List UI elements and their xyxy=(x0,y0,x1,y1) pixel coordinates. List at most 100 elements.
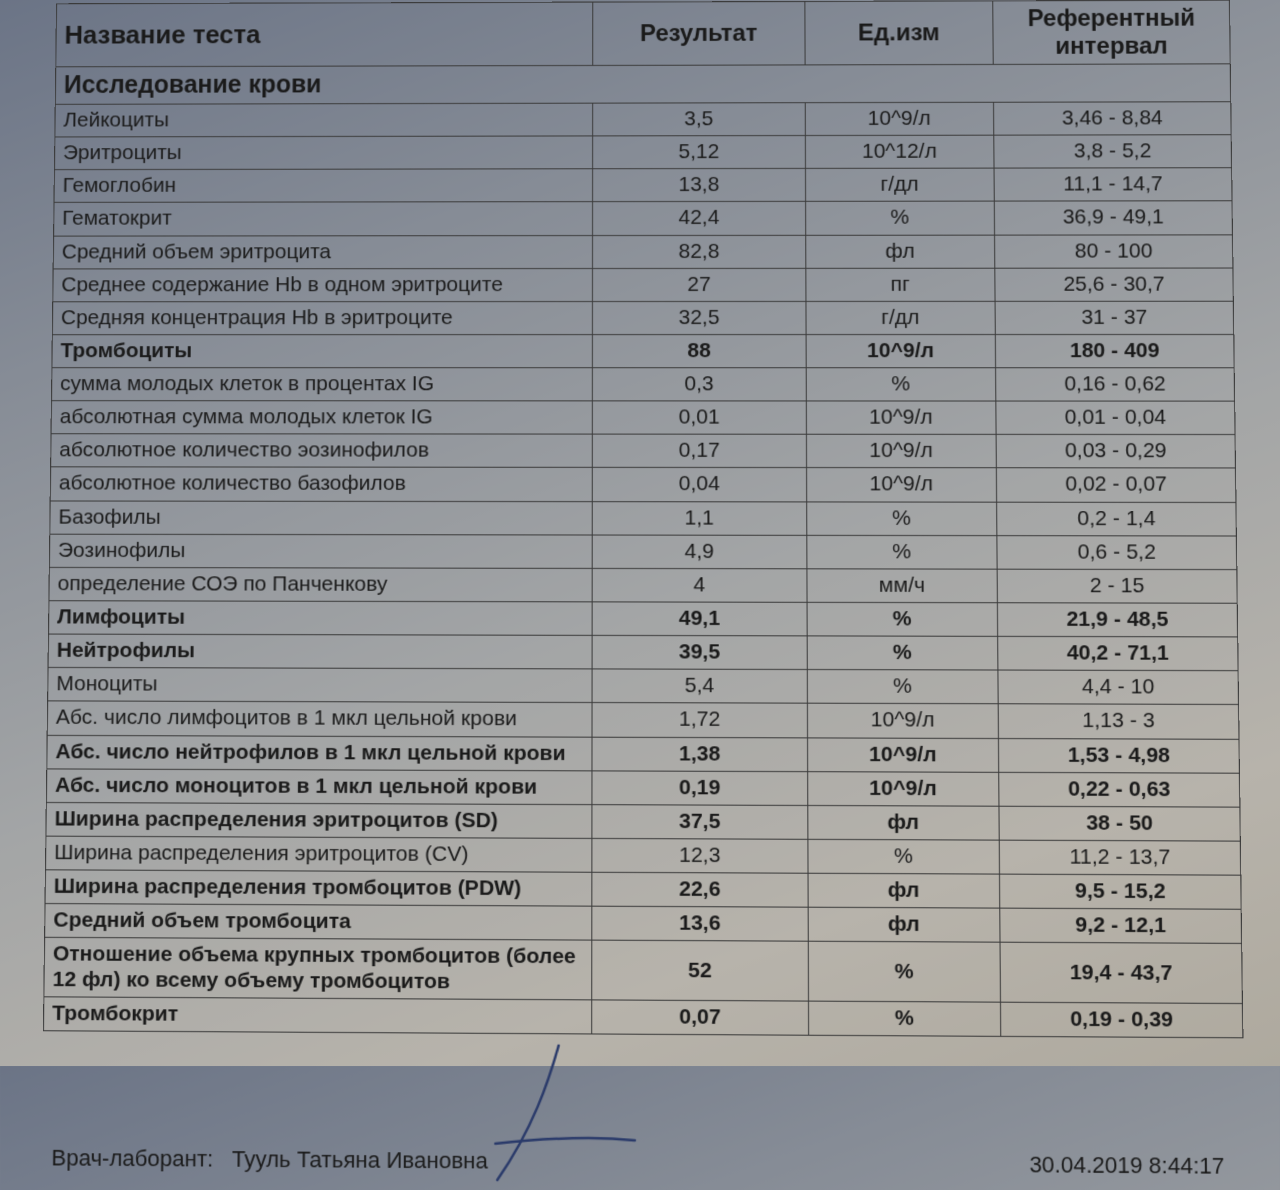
cell-test-name: Тромбокрит xyxy=(43,997,592,1034)
header-unit: Ед.изм xyxy=(804,1,993,65)
cell-test-name: Средняя концентрация Hb в эритроците xyxy=(52,301,592,334)
cell-test-name: абсолютная сумма молодых клеток IG xyxy=(51,401,593,435)
cell-reference: 0,01 - 0,04 xyxy=(996,401,1235,435)
cell-unit: % xyxy=(807,670,999,704)
table-row: абсолютное количество базофилов0,0410^9/… xyxy=(50,467,1236,502)
results-table: Название теста Результат Ед.изм Референт… xyxy=(43,0,1243,1038)
cell-reference: 25,6 - 30,7 xyxy=(995,268,1233,301)
cell-unit: фл xyxy=(808,908,1001,943)
table-row: сумма молодых клеток в процентах IG0,3%0… xyxy=(51,368,1234,402)
cell-unit: % xyxy=(807,839,999,874)
cell-unit: пг xyxy=(805,268,995,301)
cell-reference: 0,02 - 0,07 xyxy=(997,468,1236,502)
cell-unit: 10^9/л xyxy=(806,435,997,469)
table-row: абсолютное количество эозинофилов0,1710^… xyxy=(51,434,1236,468)
cell-test-name: Нейтрофилы xyxy=(48,634,592,669)
table-row: определение СОЭ по Панченкову4мм/ч2 - 15 xyxy=(49,567,1237,603)
cell-reference: 21,9 - 48,5 xyxy=(998,603,1238,637)
cell-result: 0,17 xyxy=(593,434,806,468)
cell-unit: % xyxy=(807,602,998,636)
cell-reference: 80 - 100 xyxy=(995,234,1233,267)
cell-result: 22,6 xyxy=(592,872,808,907)
cell-test-name: Базофилы xyxy=(50,501,593,535)
table-row: Эозинофилы4,9%0,6 - 5,2 xyxy=(49,534,1236,570)
cell-reference: 40,2 - 71,1 xyxy=(998,637,1238,671)
cell-unit: фл xyxy=(805,235,995,268)
cell-unit: 10^9/л xyxy=(807,771,999,806)
cell-test-name: абсолютное количество базофилов xyxy=(50,467,592,501)
cell-unit: % xyxy=(806,368,996,401)
cell-reference: 0,19 - 0,39 xyxy=(1001,1002,1243,1038)
table-row: Абс. число моноцитов в 1 мкл цельной кро… xyxy=(46,769,1240,807)
cell-result: 27 xyxy=(593,268,806,301)
cell-unit: % xyxy=(806,502,997,536)
cell-result: 37,5 xyxy=(592,805,807,840)
cell-test-name: определение СОЭ по Панченкову xyxy=(49,567,593,602)
cell-result: 4,9 xyxy=(593,535,807,569)
cell-result: 1,72 xyxy=(592,703,807,738)
cell-result: 0,04 xyxy=(593,468,807,502)
table-row: Ширина распределения эритроцитов (CV)12,… xyxy=(45,836,1240,875)
cell-result: 12,3 xyxy=(592,838,807,873)
header-result: Результат xyxy=(593,1,805,65)
cell-test-name: Тромбоциты xyxy=(52,335,593,368)
cell-test-name: Ширина распределения эритроцитов (SD) xyxy=(46,802,592,838)
cell-result: 1,38 xyxy=(592,737,807,772)
cell-test-name: Отношение объема крупных тромбоцитов (бо… xyxy=(44,938,592,1000)
cell-result: 0,3 xyxy=(593,368,806,401)
table-row: Эритроциты5,1210^12/л3,8 - 5,2 xyxy=(54,135,1231,170)
table-row: Моноциты5,4%4,4 - 10 xyxy=(48,668,1239,705)
cell-test-name: Гемоглобин xyxy=(54,169,593,203)
cell-unit: 10^9/л xyxy=(806,401,996,435)
doctor-line: Врач-лаборант: Тууль Татьяна Ивановна xyxy=(51,1145,488,1175)
header-ref: Референтный интервал xyxy=(993,0,1230,64)
cell-result: 1,1 xyxy=(593,501,807,535)
cell-result: 39,5 xyxy=(592,636,806,670)
section-title: Исследование крови xyxy=(55,64,1230,104)
cell-unit: 10^12/л xyxy=(805,135,994,168)
cell-reference: 3,8 - 5,2 xyxy=(994,135,1232,169)
timestamp: 30.04.2019 8:44:17 xyxy=(1029,1151,1224,1180)
table-row: Гематокрит42,4%36,9 - 49,1 xyxy=(54,201,1233,236)
cell-test-name: Абс. число моноцитов в 1 мкл цельной кро… xyxy=(46,769,592,805)
cell-result: 52 xyxy=(592,941,808,1001)
cell-unit: % xyxy=(806,535,997,569)
cell-unit: % xyxy=(805,201,995,234)
cell-test-name: Эозинофилы xyxy=(49,534,592,568)
cell-reference: 0,03 - 0,29 xyxy=(996,435,1235,469)
table-row: Лейкоциты3,510^9/л3,46 - 8,84 xyxy=(55,102,1231,137)
cell-result: 42,4 xyxy=(593,202,805,235)
cell-result: 5,12 xyxy=(593,136,805,169)
cell-test-name: Ширина распределения эритроцитов (CV) xyxy=(45,836,592,872)
cell-result: 0,07 xyxy=(592,1000,808,1036)
cell-test-name: абсолютное количество эозинофилов xyxy=(51,434,593,468)
lab-report-sheet: Название теста Результат Ед.изм Референт… xyxy=(41,0,1245,1180)
cell-test-name: Средний объем эритроцита xyxy=(53,235,593,269)
cell-test-name: сумма молодых клеток в процентах IG xyxy=(51,368,592,401)
cell-reference: 19,4 - 43,7 xyxy=(1000,943,1242,1004)
cell-result: 0,01 xyxy=(593,401,806,434)
table-row: Отношение объема крупных тромбоцитов (бо… xyxy=(44,938,1243,1003)
table-row: Тромбоциты8810^9/л180 - 409 xyxy=(52,334,1234,367)
cell-reference: 9,2 - 12,1 xyxy=(1000,908,1242,943)
cell-unit: 10^9/л xyxy=(806,334,996,367)
table-row: Ширина распределения тромбоцитов (PDW)22… xyxy=(45,870,1241,910)
table-row: Средний объем эритроцита82,8фл80 - 100 xyxy=(53,234,1233,268)
cell-test-name: Гематокрит xyxy=(54,202,593,236)
doctor-label: Врач-лаборант: xyxy=(51,1145,213,1172)
cell-reference: 0,2 - 1,4 xyxy=(997,502,1237,536)
cell-reference: 180 - 409 xyxy=(995,334,1234,367)
table-row: Ширина распределения эритроцитов (SD)37,… xyxy=(46,802,1240,841)
cell-result: 49,1 xyxy=(592,602,806,636)
cell-unit: 10^9/л xyxy=(806,468,997,502)
doctor-name: Тууль Татьяна Ивановна xyxy=(232,1146,488,1174)
cell-test-name: Лимфоциты xyxy=(48,601,592,636)
cell-reference: 0,16 - 0,62 xyxy=(996,368,1235,402)
cell-reference: 11,2 - 13,7 xyxy=(999,840,1240,875)
cell-unit: фл xyxy=(808,873,1000,908)
table-row: Гемоглобин13,8г/дл11,1 - 14,7 xyxy=(54,168,1232,203)
cell-result: 82,8 xyxy=(593,235,806,268)
cell-test-name: Абс. число нейтрофилов в 1 мкл цельной к… xyxy=(47,735,593,771)
cell-reference: 9,5 - 15,2 xyxy=(1000,874,1242,909)
cell-reference: 4,4 - 10 xyxy=(998,670,1238,705)
